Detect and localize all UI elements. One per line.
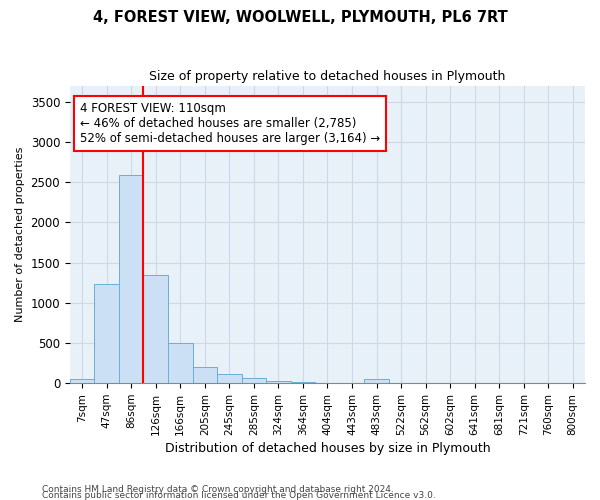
X-axis label: Distribution of detached houses by size in Plymouth: Distribution of detached houses by size … — [164, 442, 490, 455]
Bar — [266, 381, 290, 383]
Bar — [242, 378, 266, 383]
Text: Contains HM Land Registry data © Crown copyright and database right 2024.: Contains HM Land Registry data © Crown c… — [42, 484, 394, 494]
Bar — [364, 379, 389, 383]
Bar — [143, 274, 168, 383]
Text: 4, FOREST VIEW, WOOLWELL, PLYMOUTH, PL6 7RT: 4, FOREST VIEW, WOOLWELL, PLYMOUTH, PL6 … — [92, 10, 508, 25]
Y-axis label: Number of detached properties: Number of detached properties — [15, 146, 25, 322]
Bar — [193, 367, 217, 383]
Bar — [70, 379, 94, 383]
Bar — [217, 374, 242, 383]
Text: 4 FOREST VIEW: 110sqm
← 46% of detached houses are smaller (2,785)
52% of semi-d: 4 FOREST VIEW: 110sqm ← 46% of detached … — [80, 102, 380, 145]
Text: Contains public sector information licensed under the Open Government Licence v3: Contains public sector information licen… — [42, 490, 436, 500]
Title: Size of property relative to detached houses in Plymouth: Size of property relative to detached ho… — [149, 70, 506, 83]
Bar — [119, 175, 143, 383]
Bar — [94, 284, 119, 383]
Bar — [290, 382, 315, 383]
Bar — [168, 343, 193, 383]
